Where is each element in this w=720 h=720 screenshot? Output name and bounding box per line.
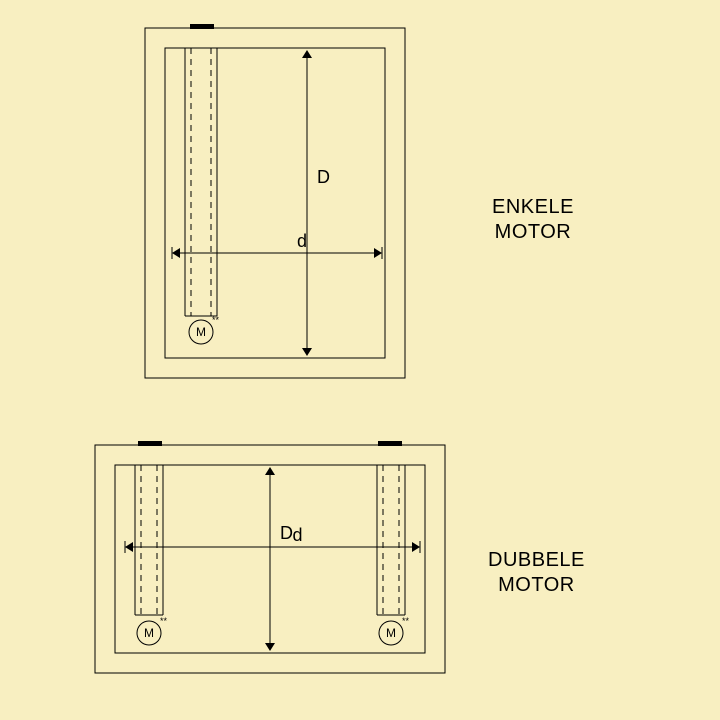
diagram-canvas: M ** Dd M ** M ** Dd — [0, 0, 720, 720]
svg-text:M: M — [386, 626, 396, 640]
label-enkele-text: ENKELEMOTOR — [492, 196, 574, 243]
label-enkele: ENKELEMOTOR — [492, 195, 574, 245]
label-dubbele-text: DUBBELEMOTOR — [488, 549, 585, 596]
label-dubbele: DUBBELEMOTOR — [488, 548, 585, 598]
svg-text:**: ** — [402, 616, 410, 626]
svg-text:**: ** — [212, 315, 220, 325]
svg-text:**: ** — [160, 616, 168, 626]
svg-text:D: D — [280, 523, 293, 543]
svg-text:M: M — [144, 626, 154, 640]
svg-text:D: D — [317, 167, 330, 187]
svg-text:M: M — [196, 325, 206, 339]
svg-text:d: d — [297, 231, 307, 251]
svg-text:d: d — [293, 525, 303, 545]
